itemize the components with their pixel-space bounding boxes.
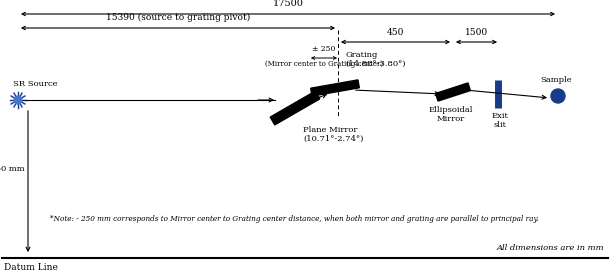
- Text: Datum Line: Datum Line: [4, 263, 58, 272]
- Text: Sample: Sample: [540, 76, 572, 84]
- Text: 1500: 1500: [465, 28, 488, 37]
- Text: 17500: 17500: [273, 0, 303, 8]
- Text: 15390 (source to grating pivot): 15390 (source to grating pivot): [106, 13, 250, 22]
- Text: Plane Mirror
(10.71°-2.74°): Plane Mirror (10.71°-2.74°): [303, 126, 364, 143]
- Text: Exit
slit: Exit slit: [492, 112, 509, 129]
- Text: All dimensions are in mm: All dimensions are in mm: [497, 244, 604, 252]
- Text: Grating
(14.88°-3.80°): Grating (14.88°-3.80°): [345, 51, 406, 68]
- Circle shape: [551, 89, 565, 103]
- Text: 450: 450: [387, 28, 404, 37]
- Text: *Note: - 250 mm corresponds to Mirror center to Grating center distance, when bo: *Note: - 250 mm corresponds to Mirror ce…: [50, 215, 539, 223]
- Polygon shape: [270, 91, 320, 125]
- Text: Ellipsoidal
Mirror: Ellipsoidal Mirror: [429, 106, 473, 123]
- Text: SR Source: SR Source: [13, 80, 57, 88]
- Text: 1250 mm: 1250 mm: [0, 165, 25, 173]
- Text: (Mirror center to Grating center): (Mirror center to Grating center): [265, 60, 383, 68]
- Polygon shape: [436, 83, 470, 101]
- Circle shape: [14, 96, 22, 104]
- Polygon shape: [310, 80, 359, 96]
- Text: ± 250: ± 250: [312, 45, 336, 53]
